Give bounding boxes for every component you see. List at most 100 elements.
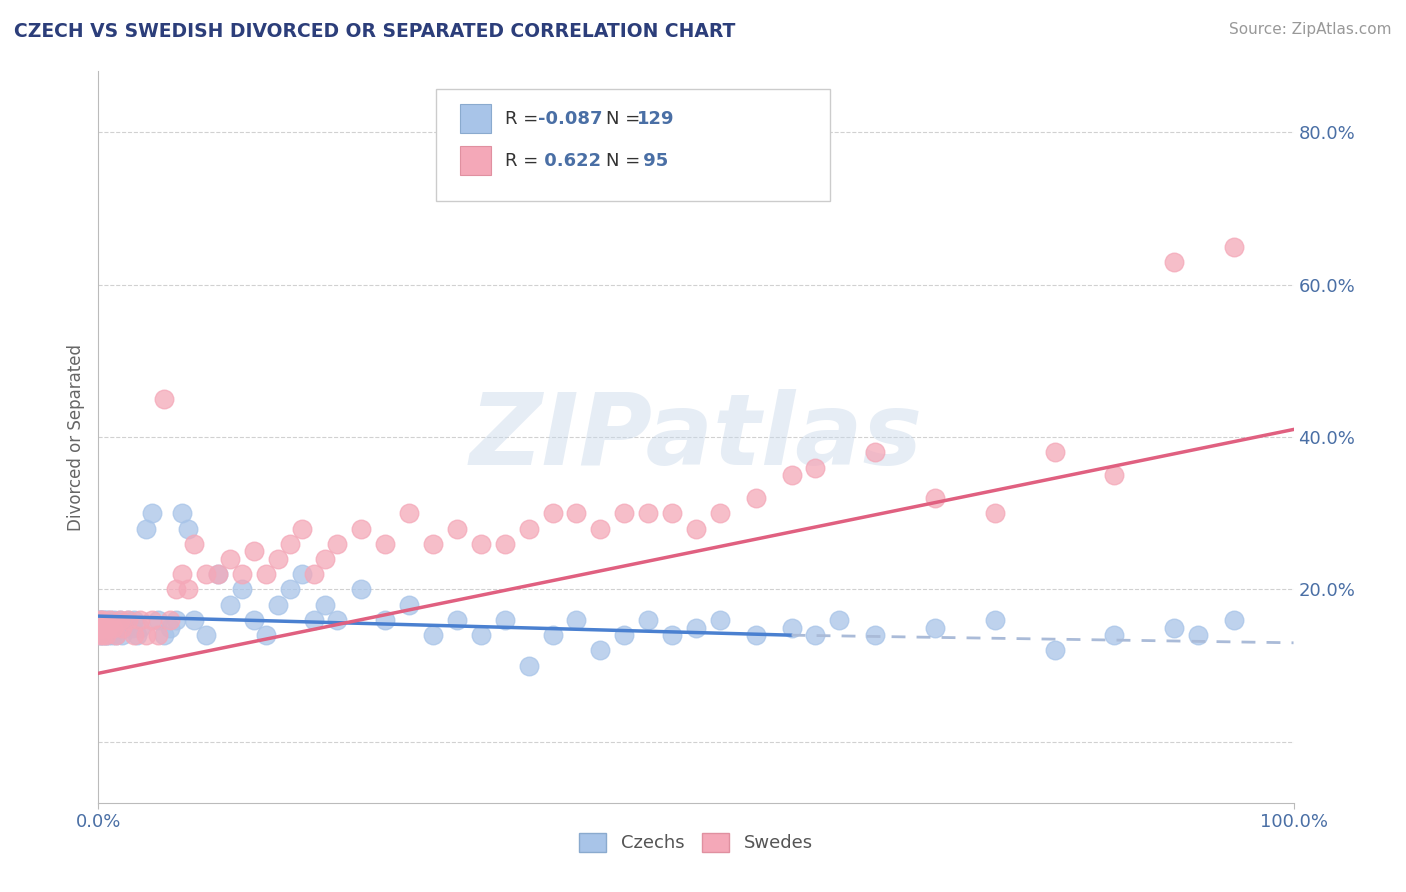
Point: [172, 567, 194, 582]
Point: [231, 567, 253, 582]
Point: [243, 613, 266, 627]
Point: [1187, 628, 1209, 642]
Point: [422, 628, 444, 642]
Point: [207, 567, 229, 582]
Point: [278, 582, 301, 597]
Point: [661, 628, 683, 642]
Point: [1043, 445, 1066, 459]
Point: [89, 621, 111, 635]
Point: [613, 628, 636, 642]
Point: [924, 491, 946, 505]
Point: [398, 506, 420, 520]
Point: [254, 567, 277, 582]
Point: [326, 613, 349, 627]
Point: [565, 613, 588, 627]
Point: [350, 521, 373, 535]
Point: [1223, 613, 1246, 627]
Point: [589, 521, 612, 535]
Point: [100, 628, 122, 642]
Point: [93, 621, 115, 635]
Point: [117, 613, 139, 627]
Point: [101, 621, 124, 635]
Point: [494, 537, 516, 551]
Point: [780, 621, 803, 635]
Point: [87, 621, 110, 635]
Point: [398, 598, 420, 612]
Point: [374, 537, 396, 551]
Point: [159, 621, 181, 635]
Point: [97, 628, 120, 642]
Point: [637, 613, 659, 627]
Point: [183, 613, 205, 627]
Point: [780, 468, 803, 483]
Point: [96, 613, 118, 627]
Point: [828, 613, 851, 627]
Point: [745, 628, 768, 642]
Point: [374, 613, 396, 627]
Point: [153, 628, 176, 642]
Point: [111, 628, 134, 642]
Point: [924, 621, 946, 635]
Point: [865, 628, 887, 642]
Point: [685, 621, 707, 635]
Point: [291, 521, 314, 535]
Point: [195, 628, 218, 642]
Point: [141, 613, 163, 627]
Point: [326, 537, 349, 551]
Point: [117, 613, 139, 627]
Point: [291, 567, 314, 582]
Point: [105, 628, 128, 642]
Point: [129, 621, 152, 635]
Point: [470, 537, 492, 551]
Text: -0.087: -0.087: [538, 110, 603, 128]
Point: [315, 552, 337, 566]
Point: [97, 621, 120, 635]
Point: [124, 628, 146, 642]
Point: [804, 460, 827, 475]
Point: [141, 506, 163, 520]
Point: [709, 506, 731, 520]
Point: [278, 537, 301, 551]
Text: R =: R =: [505, 152, 544, 169]
Point: [685, 521, 707, 535]
Text: ZIPatlas: ZIPatlas: [470, 389, 922, 485]
Point: [165, 613, 187, 627]
Point: [98, 613, 122, 627]
Point: [350, 582, 373, 597]
Point: [804, 628, 827, 642]
Point: [1043, 643, 1066, 657]
Point: [89, 613, 111, 627]
Point: [124, 613, 146, 627]
Point: [111, 621, 134, 635]
Point: [172, 506, 194, 520]
Point: [89, 628, 111, 642]
Point: [422, 537, 444, 551]
Point: [94, 628, 117, 642]
Point: [709, 613, 731, 627]
Point: [89, 613, 111, 627]
Point: [105, 628, 128, 642]
Point: [159, 613, 181, 627]
Text: CZECH VS SWEDISH DIVORCED OR SEPARATED CORRELATION CHART: CZECH VS SWEDISH DIVORCED OR SEPARATED C…: [14, 22, 735, 41]
Text: 129: 129: [637, 110, 675, 128]
Point: [517, 521, 540, 535]
Point: [231, 582, 253, 597]
Point: [865, 445, 887, 459]
Point: [984, 613, 1007, 627]
Point: [541, 628, 564, 642]
Point: [637, 506, 659, 520]
Point: [177, 582, 200, 597]
Text: Source: ZipAtlas.com: Source: ZipAtlas.com: [1229, 22, 1392, 37]
Point: [90, 621, 112, 635]
Point: [613, 506, 636, 520]
Point: [94, 613, 117, 627]
Point: [135, 521, 157, 535]
Point: [219, 598, 242, 612]
Point: [446, 613, 468, 627]
Point: [1163, 255, 1185, 269]
Point: [129, 613, 152, 627]
Point: [589, 643, 612, 657]
Point: [87, 613, 110, 627]
Point: [101, 621, 124, 635]
Point: [90, 613, 112, 627]
